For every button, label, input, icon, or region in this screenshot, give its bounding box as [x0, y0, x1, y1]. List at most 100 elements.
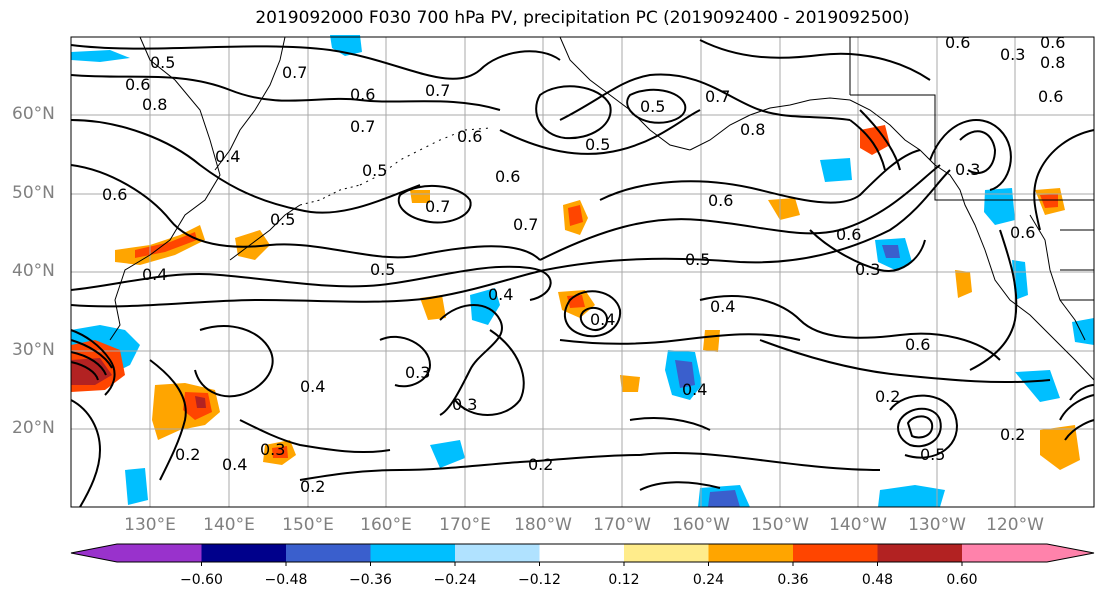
contour-label: 0.5 — [270, 210, 295, 229]
contour-label: 0.6 — [1040, 33, 1065, 52]
coastlines — [109, 36, 1095, 381]
lon-label: 120°W — [986, 515, 1044, 535]
lon-label: 150°E — [282, 515, 334, 535]
lon-label: 160°E — [360, 515, 412, 535]
contour-label: 0.3 — [1000, 45, 1025, 64]
contour-label: 0.4 — [590, 310, 615, 329]
colorbar-segment — [962, 544, 1047, 562]
contour-label: 0.6 — [1038, 87, 1063, 106]
contour-label: 0.4 — [300, 377, 325, 396]
contour-label: 0.6 — [495, 167, 520, 186]
contour-label: 0.6 — [905, 335, 930, 354]
contour-label: 0.3 — [405, 363, 430, 382]
contour-label: 0.6 — [836, 225, 861, 244]
precip-blob — [420, 295, 446, 320]
colorbar-segment — [793, 544, 878, 562]
contour-label: 0.4 — [488, 285, 513, 304]
contour-label: 0.2 — [875, 387, 900, 406]
contour-label: 0.8 — [1040, 53, 1065, 72]
colorbar-segment — [708, 544, 793, 562]
contour-label: 0.6 — [457, 127, 482, 146]
contour-label: 0.7 — [513, 215, 538, 234]
contour-label: 0.6 — [945, 33, 970, 52]
contour-label: 0.7 — [425, 197, 450, 216]
lon-label: 170°W — [593, 515, 651, 535]
colorbar-tick-label: −0.24 — [433, 572, 477, 588]
contour-label: 0.3 — [260, 440, 285, 459]
colorbar — [70, 543, 1095, 566]
lon-label: 170°E — [439, 515, 491, 535]
precip-blob — [768, 198, 800, 220]
precip-blob — [820, 158, 852, 182]
colorbar-tick-label: −0.12 — [518, 572, 561, 588]
precip-blob — [703, 330, 720, 352]
contour-label: 0.5 — [150, 53, 175, 72]
precip-blob — [1040, 425, 1080, 470]
precip-blob — [1072, 318, 1094, 345]
precip-blob — [235, 230, 270, 260]
contour-label: 0.8 — [142, 95, 167, 114]
precip-blob — [195, 396, 206, 408]
colorbar-segment — [1047, 544, 1094, 562]
map-frame — [70, 36, 1095, 508]
colorbar-segment — [117, 544, 202, 562]
contour-label: 0.2 — [175, 445, 200, 464]
contour-label: 0.7 — [350, 117, 375, 136]
contour-label: 0.4 — [710, 297, 735, 316]
colorbar-segment — [370, 544, 455, 562]
precip-blob — [860, 125, 890, 155]
colorbar-tick-label: −0.36 — [349, 572, 392, 588]
lon-label: 160°W — [672, 515, 730, 535]
contour-labels: 0.5 0.6 0.8 0.7 0.6 0.7 0.7 0.5 0.4 0.7 … — [102, 33, 1065, 496]
map-plot-area: 0.5 0.6 0.8 0.7 0.6 0.7 0.7 0.5 0.4 0.7 … — [70, 33, 1095, 508]
precip-blob — [568, 205, 583, 226]
map-gridlines — [71, 37, 1094, 507]
colorbar-segment — [201, 544, 286, 562]
colorbar-segment — [455, 544, 540, 562]
contour-label: 0.4 — [142, 265, 167, 284]
lat-label: 60°N — [12, 104, 55, 124]
contour-label: 0.5 — [640, 97, 665, 116]
contour-label: 0.2 — [300, 477, 325, 496]
precip-blob — [955, 270, 972, 298]
precip-blob — [1040, 194, 1058, 208]
precip-blob — [410, 190, 430, 203]
precip-blob — [878, 485, 945, 507]
lon-label: 130°E — [124, 515, 176, 535]
colorbar-segment — [624, 544, 709, 562]
precip-blob — [71, 50, 130, 62]
contour-label: 0.4 — [222, 455, 247, 474]
colorbar-tick-label: 0.60 — [946, 572, 978, 588]
contour-label: 0.5 — [362, 161, 387, 180]
contour-label: 0.7 — [425, 81, 450, 100]
colorbar-segment — [539, 544, 624, 562]
precip-blob — [620, 375, 640, 392]
precip-blob — [272, 446, 288, 458]
precip-blob — [984, 188, 1015, 225]
contour-label: 0.2 — [528, 455, 553, 474]
contour-label: 0.7 — [705, 87, 730, 106]
precip-blob — [708, 490, 740, 507]
precip-blob — [675, 360, 695, 388]
lon-label: 140°W — [829, 515, 887, 535]
precip-blob — [1015, 370, 1060, 402]
map-title: 2019092000 F030 700 hPa PV, precipitatio… — [255, 8, 910, 28]
lat-label: 50°N — [12, 183, 55, 203]
contour-label: 0.6 — [125, 75, 150, 94]
contour-label: 0.4 — [215, 147, 240, 166]
contour-label: 0.5 — [370, 260, 395, 279]
colorbar-tick-label: 0.12 — [608, 572, 640, 588]
precip-blob — [125, 468, 148, 505]
contour-label: 0.5 — [920, 445, 945, 464]
contour-label: 0.2 — [1000, 425, 1025, 444]
pv-contours — [70, 39, 1095, 508]
colorbar-tick-label: 0.24 — [692, 572, 725, 588]
contour-label: 0.5 — [585, 135, 610, 154]
contour-label: 0.4 — [682, 380, 707, 399]
contour-label: 0.3 — [855, 260, 880, 279]
lon-label: 140°E — [203, 515, 255, 535]
colorbar-segment — [71, 544, 117, 562]
colorbar-tick-label: −0.60 — [180, 572, 223, 588]
lat-label: 30°N — [12, 340, 55, 360]
